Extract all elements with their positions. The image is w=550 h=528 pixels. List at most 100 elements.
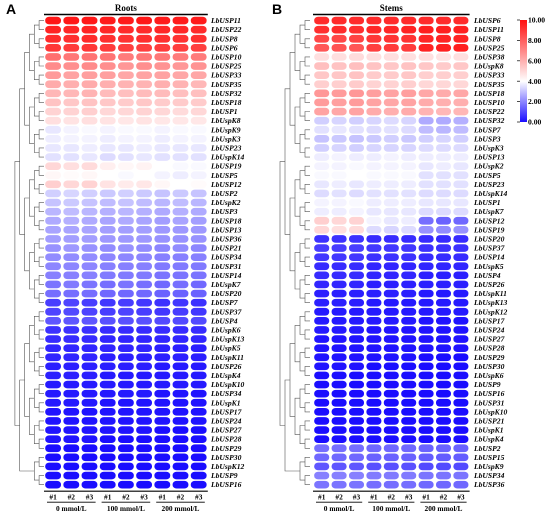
heatmap-cell — [436, 271, 451, 280]
heatmap-cell — [154, 417, 171, 425]
dendrogram-branch — [38, 384, 44, 394]
heatmap-cell — [63, 207, 80, 216]
heatmap-cell — [383, 398, 399, 407]
dendrogram-branch — [38, 238, 44, 249]
column-label: #1 — [370, 493, 378, 502]
heatmap-cell — [401, 16, 417, 25]
heatmap-cell — [118, 125, 134, 134]
heatmap-cell — [190, 262, 207, 271]
heatmap-cell — [81, 326, 98, 334]
heatmap-cell — [436, 107, 451, 116]
heatmap-cell — [383, 480, 399, 489]
heatmap-cell — [81, 80, 98, 89]
heatmap-cell — [436, 226, 451, 234]
row-label: LbUSP29 — [473, 353, 505, 362]
column-label: #3 — [195, 493, 203, 502]
heatmap-cell — [136, 426, 152, 434]
heatmap-cell — [401, 162, 417, 170]
row-label: LbUspK11 — [210, 353, 244, 362]
heatmap-cell — [81, 71, 98, 79]
heatmap-cell — [136, 180, 152, 189]
heatmap-cell — [366, 471, 382, 480]
heatmap-cell — [331, 471, 347, 480]
heatmap-cell — [81, 189, 98, 198]
dendrogram-branch — [29, 33, 35, 71]
heatmap-cell — [45, 426, 61, 434]
heatmap-cell — [172, 235, 189, 243]
row-label: LbUspK1 — [210, 398, 241, 407]
heatmap-cell — [136, 135, 152, 143]
heatmap-cell — [99, 198, 116, 207]
dendrogram-branch — [38, 420, 44, 431]
row-label: LbUSP28 — [210, 435, 242, 444]
heatmap-cell — [331, 80, 347, 89]
heatmap-cell — [136, 289, 152, 298]
heatmap-cell — [99, 16, 116, 25]
heatmap-cell — [314, 280, 330, 289]
heatmap-cell — [99, 271, 116, 280]
heatmap-cell — [349, 16, 364, 25]
heatmap-cell — [349, 317, 364, 325]
dendrogram-branch — [34, 61, 40, 80]
heatmap-cell — [331, 398, 347, 407]
heatmap-cell — [81, 271, 98, 280]
heatmap-cell — [99, 435, 116, 443]
heatmap-cell — [63, 180, 80, 189]
heatmap-cell — [331, 62, 347, 70]
heatmap-cell — [118, 98, 134, 107]
heatmap-cell — [349, 180, 364, 189]
dendrogram-branch — [304, 275, 310, 285]
row-label: LbUspK13 — [210, 335, 245, 344]
heatmap-cell — [172, 417, 189, 425]
row-label: LbUSP34 — [210, 253, 242, 262]
dendrogram-branch — [304, 38, 310, 49]
heatmap-cell — [172, 371, 189, 380]
heatmap-cell — [453, 471, 469, 480]
heatmap-cell — [331, 189, 347, 198]
heatmap-cell — [172, 144, 189, 152]
heatmap-cell — [418, 16, 434, 25]
heatmap-cell — [401, 107, 417, 116]
dendrogram-branch — [294, 106, 300, 144]
heatmap-cell — [190, 107, 207, 116]
heatmap-cell — [453, 408, 469, 416]
heatmap-cell — [63, 462, 80, 471]
dendrogram-branch — [38, 38, 44, 49]
heatmap-cell — [118, 226, 134, 234]
heatmap-cell — [190, 271, 207, 280]
group-label: 200 mmol/L — [425, 504, 463, 513]
dendrogram-branch — [38, 220, 44, 231]
heatmap-cell — [418, 34, 434, 43]
heatmap-cell — [172, 62, 189, 70]
heatmap-cell — [81, 44, 98, 52]
heatmap-cell — [418, 253, 434, 261]
dendrogram-branch — [29, 397, 35, 435]
heatmap-cell — [154, 280, 171, 289]
heatmap-cell — [45, 344, 61, 352]
heatmap-cell — [349, 153, 364, 161]
heatmap-cell — [81, 89, 98, 98]
scale-tick-label: 0.00 — [528, 118, 541, 127]
row-label: LbUspK9 — [473, 462, 504, 471]
heatmap-cell — [172, 34, 189, 43]
heatmap-cell — [383, 98, 399, 107]
heatmap-cell — [63, 289, 80, 298]
heatmap-cell — [366, 44, 382, 52]
heatmap-cell — [118, 480, 134, 489]
heatmap-cell — [383, 162, 399, 170]
heatmap-cell — [190, 353, 207, 362]
heatmap-cell — [81, 435, 98, 443]
heatmap-cell — [154, 444, 171, 453]
heatmap-cell — [154, 471, 171, 480]
row-label: LbUSP25 — [210, 62, 242, 71]
dendrogram-branch — [284, 88, 290, 235]
heatmap-cell — [81, 362, 98, 371]
heatmap-cell — [118, 253, 134, 261]
heatmap-cell — [314, 89, 330, 98]
heatmap-cell — [190, 171, 207, 180]
heatmap-cell — [81, 235, 98, 243]
heatmap-cell — [99, 34, 116, 43]
heatmap-cell — [136, 153, 152, 161]
heatmap-cell — [418, 353, 434, 362]
heatmap-cell — [81, 180, 98, 189]
